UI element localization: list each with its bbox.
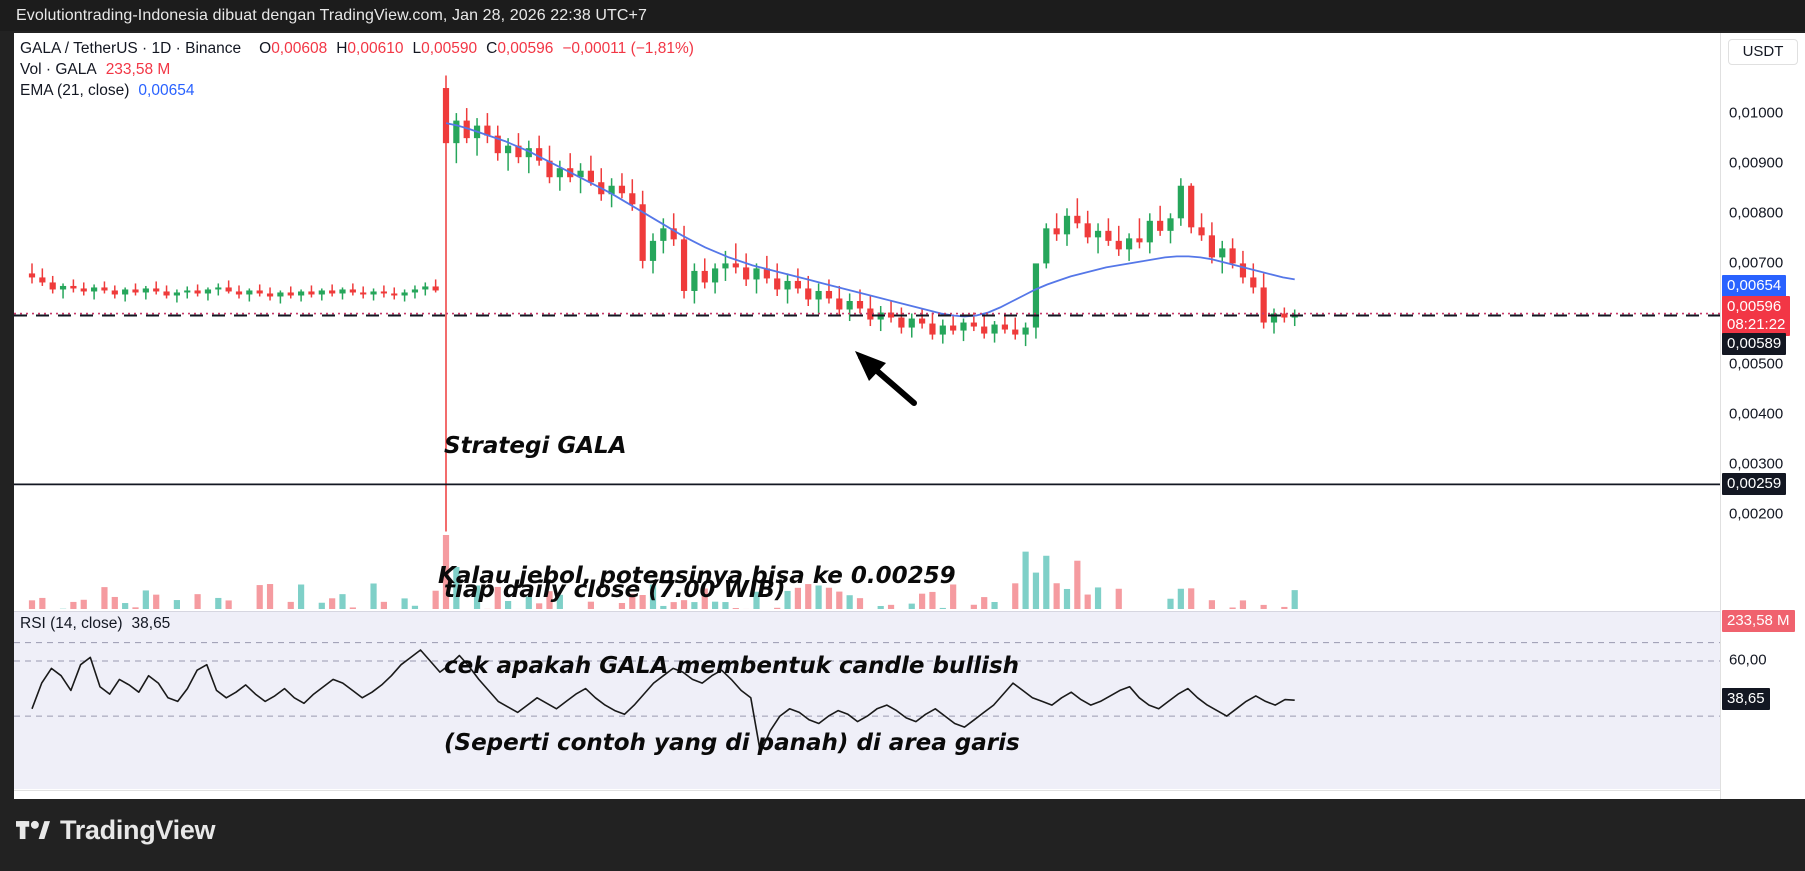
volume-bars <box>28 535 1298 609</box>
rsi-value-badge[interactable]: 38,65 <box>1722 688 1770 711</box>
legend-volume-row: Vol · GALA 233,58 M <box>20 59 694 80</box>
legend-ema-row: EMA (21, close) 0,00654 <box>20 80 694 101</box>
rsi-pane[interactable] <box>14 611 1720 789</box>
price-axis[interactable]: USDT 0,01000 0,00900 0,00800 0,00700 0,00500… <box>1720 33 1805 799</box>
legend-volume-label[interactable]: Vol · GALA <box>20 61 97 78</box>
rsi-legend: RSI (14, close) 38,65 <box>20 615 170 633</box>
rsi-legend-label[interactable]: RSI (14, close) <box>20 615 123 632</box>
tradingview-logo[interactable]: TradingView <box>16 815 216 846</box>
price-axis-tick-1: 0,00900 <box>1729 154 1784 172</box>
last-price-badge[interactable]: 0,00596 08:21:22 <box>1722 295 1791 336</box>
chart-legend: GALA / TetherUS · 1D · Binance O0,00608 H0… <box>20 38 694 101</box>
currency-unit-badge[interactable]: USDT <box>1728 39 1798 65</box>
legend-low-value: 0,00590 <box>421 40 478 57</box>
annotation-title: Strategi GALA <box>444 433 627 459</box>
annotation-line-1: tiap daily close (7.00 WIB) <box>444 576 786 603</box>
rsi-series-canvas <box>14 642 1720 754</box>
price-axis-tick-2: 0,00800 <box>1729 204 1784 222</box>
legend-volume-value: 233,58 M <box>105 61 171 78</box>
legend-change: −0,00011 (−1,81%) <box>562 40 694 57</box>
window-title-bar: Evolutiontrading-Indonesia dibuat dengan… <box>0 0 1805 31</box>
tradingview-wordmark: TradingView <box>60 815 216 845</box>
footer-bar: TradingView <box>0 799 1805 871</box>
legend-ema-value: 0,00654 <box>138 82 195 99</box>
legend-close-value: 0,00596 <box>497 40 554 57</box>
annotation-line-3: (Seperti contoh yang di panah) di area g… <box>444 729 1020 756</box>
price-series-canvas <box>14 75 1720 609</box>
price-axis-tick-3: 0,00700 <box>1729 254 1784 272</box>
price-axis-tick-6: 0,00300 <box>1729 455 1784 473</box>
legend-low-label: L <box>412 40 422 57</box>
title-text: Evolutiontrading-Indonesia dibuat dengan… <box>16 7 647 24</box>
price-axis-tick-0: 0,01000 <box>1729 104 1784 122</box>
legend-symbol[interactable]: GALA / TetherUS · 1D · Binance <box>20 40 242 57</box>
legend-open-label: O <box>259 40 272 57</box>
legend-high-label: H <box>336 40 348 57</box>
tradingview-mark-icon <box>16 820 50 839</box>
ema-price-badge[interactable]: 0,00654 <box>1722 275 1787 298</box>
annotation-text-block[interactable]: Strategi GALA tiap daily close (7.00 WIB… <box>444 383 1020 799</box>
arrow-annotation <box>855 351 917 406</box>
last-price-badge-countdown: 08:21:22 <box>1727 315 1786 333</box>
annotation-line-2: cek apakah GALA membentuk candle bullish <box>444 653 1020 679</box>
legend-ohlc-row: GALA / TetherUS · 1D · Binance O0,00608 H0… <box>20 38 694 59</box>
volume-value-badge[interactable]: 233,58 M <box>1722 610 1795 632</box>
cursor-price-badge[interactable]: 0,00589 <box>1722 332 1787 355</box>
price-axis-tick-7: 0,00200 <box>1729 505 1784 523</box>
price-pane[interactable] <box>14 33 1720 609</box>
target-price-badge[interactable]: 0,00259 <box>1722 473 1787 496</box>
legend-high-value: 0,00610 <box>347 40 404 57</box>
rsi-axis-tick-60: 60,00 <box>1729 651 1767 669</box>
legend-close-label: C <box>486 40 498 57</box>
price-axis-tick-5: 0,00400 <box>1729 405 1784 423</box>
legend-open-value: 0,00608 <box>271 40 328 57</box>
annotation-target-text[interactable]: Kalau jebol, potensinya bisa ke 0.00259 <box>438 563 956 589</box>
chart-plot-area[interactable]: GALA / TetherUS · 1D · Binance O0,00608 H0… <box>14 33 1720 799</box>
chart-frame: GALA / TetherUS · 1D · Binance O0,00608 H0… <box>14 33 1805 832</box>
price-axis-tick-4: 0,00500 <box>1729 355 1784 373</box>
rsi-legend-value: 38,65 <box>131 615 171 632</box>
legend-ema-label[interactable]: EMA (21, close) <box>20 82 130 99</box>
